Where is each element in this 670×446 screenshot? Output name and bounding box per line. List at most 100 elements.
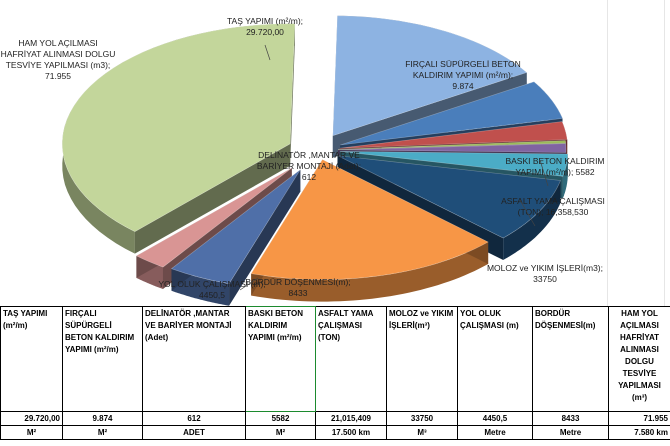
pie-slice — [61, 23, 296, 232]
data-label-bordur: BORDÜR DÖŞENMESİ(m); — [245, 277, 350, 287]
pie-slice — [250, 159, 489, 280]
header-line: YOL OLUK — [460, 309, 502, 318]
data-label-moloz: MOLOZ ve YIKIM İŞLERİ(m3); — [487, 263, 603, 273]
table-header-cell: TAŞ YAPIMI (m²/m) — [0, 306, 63, 412]
header-line: YAPIMI (m²/m) — [65, 345, 119, 354]
header-line: TESVİYE — [622, 369, 657, 378]
data-label-baski: BASKI BETON KALDIRIM — [505, 156, 604, 166]
data-label-ham: 71.955 — [45, 71, 71, 81]
pie-slice — [332, 15, 528, 137]
table-value-cell: 9.874 — [62, 411, 143, 426]
pie-slice-wall — [290, 23, 295, 166]
pie-chart-area: TAŞ YAPIMI (m²/m); 29.720,00 FIRÇALI SÜPÜR… — [1, 0, 665, 306]
data-label-fircali: KALDIRIM YAPIMI (m²/m); — [413, 70, 513, 80]
table-header-cell: FIRÇALI SÜPÜRGELİ BETON KALDIRIM YAPIMI (m²… — [62, 306, 143, 412]
table-header-cell: DELİNATÖR ,MANTAR VE BARİYER MONTAJİ (Adet… — [142, 306, 246, 412]
data-label-ham: HAFRİYAT ALINMASI DOLGU — [1, 49, 116, 59]
table-value-cell: 4450,5 — [457, 411, 533, 426]
data-label-ham: TESVİYE YAPILMASI (m3); — [6, 60, 111, 70]
header-line: (TON) — [318, 333, 341, 342]
table-unit-cell: M² — [245, 425, 316, 440]
pie-slice — [337, 143, 567, 153]
data-label-fircali: 9.874 — [452, 81, 474, 91]
pie-slice-rim — [251, 242, 489, 302]
data-label-delinator: DELİNATÖR ,MANTAR VE — [258, 150, 360, 160]
table-value-cell: 33750 — [386, 411, 458, 426]
table-unit-cell: Metre — [532, 425, 609, 440]
data-label-tas: TAŞ YAPIMI (m²/m); — [227, 16, 303, 26]
header-line: FIRÇALI — [65, 309, 97, 318]
header-line: (m²/m) — [3, 321, 28, 330]
pie-slice — [339, 121, 568, 149]
gridline — [664, 0, 665, 306]
table-unit-cell: M² — [0, 425, 63, 440]
leader-line — [239, 277, 259, 291]
table-value-cell: 71.955 — [608, 411, 670, 426]
leader-line — [519, 199, 536, 227]
table-header-row: TAŞ YAPIMI (m²/m) FIRÇALI SÜPÜRGELİ BETON KA… — [0, 306, 670, 412]
header-line: HAFRİYAT — [619, 333, 660, 342]
header-line: BETON KALDIRIM — [65, 333, 135, 342]
data-label-yol: YOL OLUK ÇALIŞMASI (m); — [158, 279, 265, 289]
header-line: TAŞ YAPIMI — [3, 309, 48, 318]
pie-slice — [340, 81, 563, 146]
leader-line — [264, 44, 271, 61]
header-line: DELİNATÖR ,MANTAR — [145, 309, 230, 318]
header-line: YAPIMI (m²/m) — [248, 333, 302, 342]
data-label-ham: HAM YOL AÇILMASI — [18, 38, 97, 48]
gridline — [607, 0, 608, 306]
data-label-delinator: 612 — [302, 172, 316, 182]
pie-slice — [170, 169, 301, 285]
data-label-delinator: BARİYER MONTAJİ (Adet); — [257, 161, 361, 171]
table-unit-cell: ADET — [142, 425, 246, 440]
pie-slice — [337, 155, 561, 239]
pie-slice — [135, 167, 292, 268]
table-header-cell: BASKI BETON KALDIRIM YAPIMI (m²/m) — [245, 306, 316, 412]
table-header-cell: YOL OLUK ÇALIŞMASI (m) — [457, 306, 533, 412]
header-line: SÜPÜRGELİ — [65, 321, 112, 330]
header-line: İŞLERİ(m³) — [389, 321, 430, 330]
leader-line — [539, 159, 549, 187]
header-line: KALDIRIM — [248, 321, 288, 330]
table-unit-cell: Metre — [457, 425, 533, 440]
table-value-cell: 21,015,409 — [315, 411, 387, 426]
table-unit-cell: M³ — [386, 425, 458, 440]
header-line: VE BARİYER MONTAJİ — [145, 321, 232, 330]
table-header-cell: ASFALT YAMA ÇALIŞMASI (TON) — [315, 306, 387, 412]
header-line: (Adet) — [145, 333, 169, 342]
pie-chart: TAŞ YAPIMI (m²/m);29.720,00 FIRÇALI SÜPÜR… — [1, 15, 605, 306]
header-line: ÇALIŞMASI — [318, 321, 362, 330]
table-unit-row: M² M² ADET M² 17.500 km M³ Metre Metre 7.580 km — [0, 425, 670, 440]
header-line: BORDÜR — [535, 309, 571, 318]
table-unit-cell: M² — [62, 425, 143, 440]
data-label-asfalt: ASFALT YAMA ÇALIŞMASI — [501, 196, 605, 206]
header-line: ALINMASI — [620, 345, 659, 354]
header-line: BASKI BETON — [248, 309, 303, 318]
data-label-bordur: 8433 — [289, 288, 308, 298]
pie-slice — [337, 140, 567, 150]
header-line: HAM YOL — [621, 309, 658, 318]
header-line: ASFALT YAMA — [318, 309, 374, 318]
header-line: ÇALIŞMASI (m) — [460, 321, 519, 330]
header-line: DOLGU — [625, 357, 654, 366]
table-header-cell: HAM YOL AÇILMASI HAFRİYAT ALINMASI DOLGU TESV… — [608, 306, 670, 412]
table-header-cell: MOLOZ ve YIKIM İŞLERİ(m³) — [386, 306, 458, 412]
pie-slice-wall — [134, 143, 291, 254]
data-label-baski: YAPIMI (m²/m); 5582 — [515, 167, 594, 177]
data-label-tas: 29.720,00 — [246, 27, 284, 37]
table-unit-cell: 7.580 km — [608, 425, 670, 440]
table-value-cell: 8433 — [532, 411, 609, 426]
header-line: DÖŞENMESİ(m) — [535, 321, 596, 330]
data-label-asfalt: (TON); 16,358,530 — [518, 207, 589, 217]
header-line: (m³) — [631, 393, 648, 402]
table-unit-cell: 17.500 km — [315, 425, 387, 440]
data-label-moloz: 33750 — [533, 274, 557, 284]
table-value-cell: 612 — [142, 411, 246, 426]
data-table: TAŞ YAPIMI (m²/m) FIRÇALI SÜPÜRGELİ BETON KA… — [0, 306, 670, 446]
table-header-cell: BORDÜR DÖŞENMESİ(m) — [532, 306, 609, 412]
data-label-yol: 4450,5 — [199, 290, 225, 300]
table-value-cell: 5582 — [245, 411, 316, 426]
header-line: YAPILMASI — [618, 381, 661, 390]
table-value-row: 29.720,00 9.874 612 5582 21,015,409 33750 4450… — [0, 411, 670, 426]
table-value-cell: 29.720,00 — [0, 411, 63, 426]
